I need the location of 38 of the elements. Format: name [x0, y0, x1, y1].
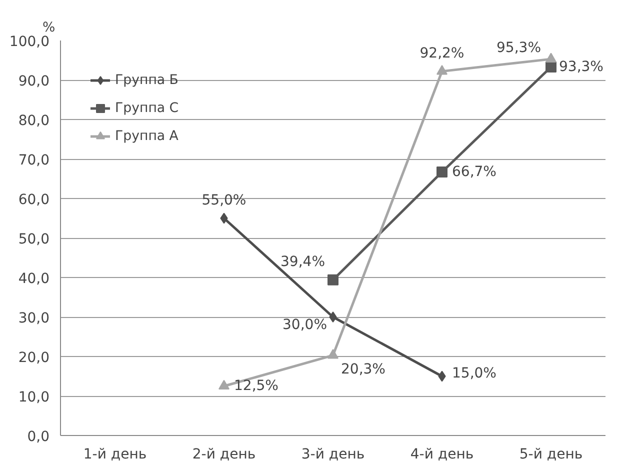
- x-tick-label: 1-й день: [83, 446, 147, 462]
- x-tick-label: 4-й день: [410, 446, 474, 462]
- y-tick-label: 90,0: [18, 74, 50, 90]
- y-tick-label: 50,0: [18, 232, 50, 248]
- point: [328, 274, 338, 286]
- legend-label: Группа С: [115, 100, 179, 116]
- data-label: 66,7%: [452, 164, 496, 180]
- point: [546, 61, 556, 72]
- y-tick-label: 30,0: [18, 310, 50, 326]
- data-label: 93,3%: [559, 58, 604, 75]
- point: [328, 349, 338, 359]
- data-label: 12,5%: [234, 378, 278, 394]
- y-axis-title: %: [42, 20, 56, 36]
- y-tick-label: 40,0: [18, 271, 50, 287]
- y-tick-label: 70,0: [18, 152, 50, 168]
- y-tick-label: 100,0: [9, 34, 50, 50]
- data-label: 15,0%: [452, 365, 496, 382]
- data-label: 92,2%: [420, 45, 464, 62]
- legend-label: Группа А: [115, 128, 178, 144]
- y-tick-label: 80,0: [18, 113, 50, 129]
- y-tick-label: 10,0: [18, 390, 50, 406]
- y-tick-label: 20,0: [18, 350, 50, 366]
- data-label: 39,4%: [280, 254, 326, 270]
- point: [436, 166, 448, 178]
- data-label: 55,0%: [202, 192, 246, 208]
- point: [329, 312, 337, 322]
- x-tick-label: 3-й день: [301, 446, 365, 462]
- data-label: 95,3%: [496, 40, 542, 56]
- point: [546, 52, 556, 62]
- x-tick-label: 2-й день: [192, 446, 256, 462]
- y-tick-label: 0,0: [27, 429, 50, 445]
- x-tick-label: 5-й день: [519, 446, 583, 462]
- data-label: 30,0%: [282, 317, 328, 333]
- legend-label: Группа Б: [115, 72, 178, 88]
- y-tick-label: 60,0: [18, 192, 50, 208]
- data-label: 20,3%: [341, 361, 386, 378]
- point: [218, 380, 230, 390]
- point: [436, 65, 448, 75]
